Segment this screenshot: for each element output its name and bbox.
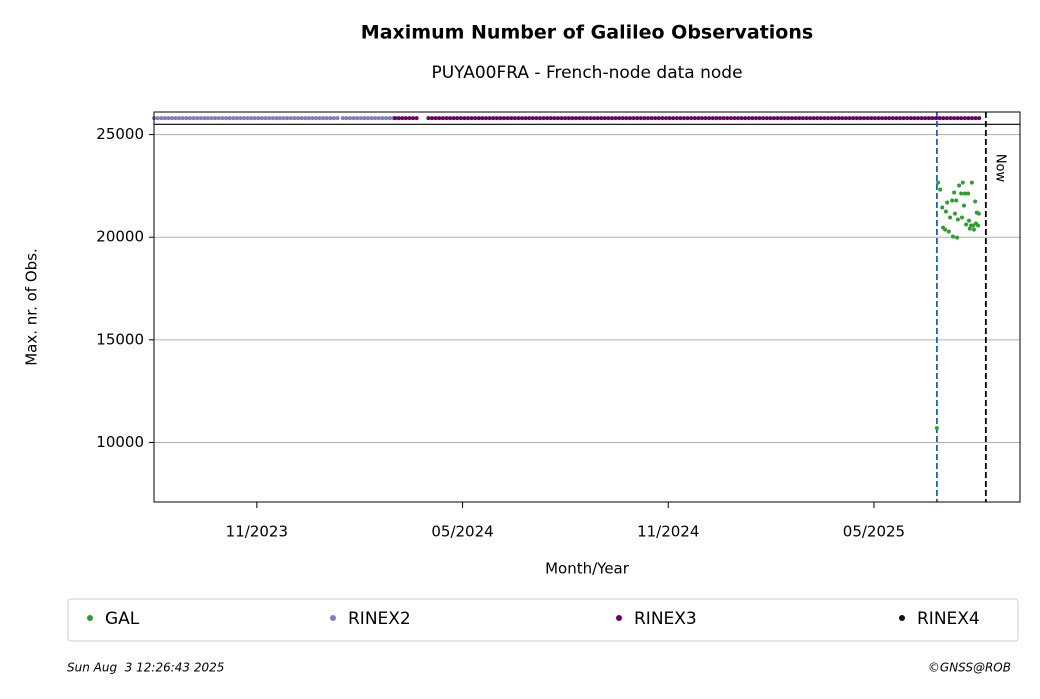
point — [950, 234, 955, 239]
point — [957, 183, 962, 188]
point — [959, 215, 964, 220]
chart-subtitle: PUYA00FRA - French-node data node — [431, 63, 742, 83]
point — [973, 199, 978, 204]
point — [943, 227, 948, 232]
point — [966, 218, 971, 223]
point — [954, 198, 959, 203]
x-tick-label: 11/2024 — [637, 523, 699, 541]
point — [976, 223, 981, 228]
point — [955, 235, 960, 240]
point — [969, 180, 974, 185]
legend-marker — [616, 615, 622, 621]
point — [952, 190, 957, 195]
marker-label: Now — [992, 154, 1007, 183]
point — [976, 211, 981, 216]
legend-box — [67, 598, 1019, 642]
point — [962, 191, 967, 196]
point — [950, 198, 955, 203]
point — [964, 222, 969, 227]
point — [960, 180, 965, 185]
point — [966, 191, 971, 196]
point — [967, 226, 972, 231]
point — [938, 187, 943, 192]
point — [943, 209, 948, 214]
x-tick-label: 05/2024 — [431, 523, 493, 541]
point — [946, 229, 951, 234]
legend-label: RINEX3 — [634, 609, 697, 629]
y-tick-label: 15000 — [96, 330, 144, 348]
point — [940, 205, 945, 210]
x-axis-label: Month/Year — [545, 560, 630, 578]
y-tick-label: 20000 — [96, 228, 144, 246]
y-axis-label: Max. nr. of Obs. — [23, 248, 41, 366]
plot-frame — [153, 111, 1021, 503]
x-tick-label: 05/2025 — [843, 523, 905, 541]
legend-label: RINEX2 — [348, 609, 411, 629]
legend-marker — [330, 615, 336, 621]
legend-label: GAL — [105, 609, 140, 629]
point — [971, 223, 976, 228]
point — [934, 426, 939, 431]
credit: ©GNSS@ROB — [928, 661, 1011, 675]
legend-marker — [899, 615, 905, 621]
legend-marker — [87, 615, 93, 621]
point — [971, 227, 976, 232]
timestamp: Sun Aug 3 12:26:43 2025 — [67, 661, 224, 675]
legend-label: RINEX4 — [917, 609, 980, 629]
point — [952, 211, 957, 216]
point — [959, 191, 964, 196]
chart-title: Maximum Number of Galileo Observations — [361, 22, 813, 44]
point — [948, 215, 953, 220]
point — [945, 200, 950, 205]
y-tick-label: 25000 — [96, 125, 144, 143]
point — [962, 203, 967, 208]
x-tick-label: 11/2023 — [226, 523, 288, 541]
point — [955, 217, 960, 222]
y-tick-label: 10000 — [96, 433, 144, 451]
point — [936, 180, 941, 185]
